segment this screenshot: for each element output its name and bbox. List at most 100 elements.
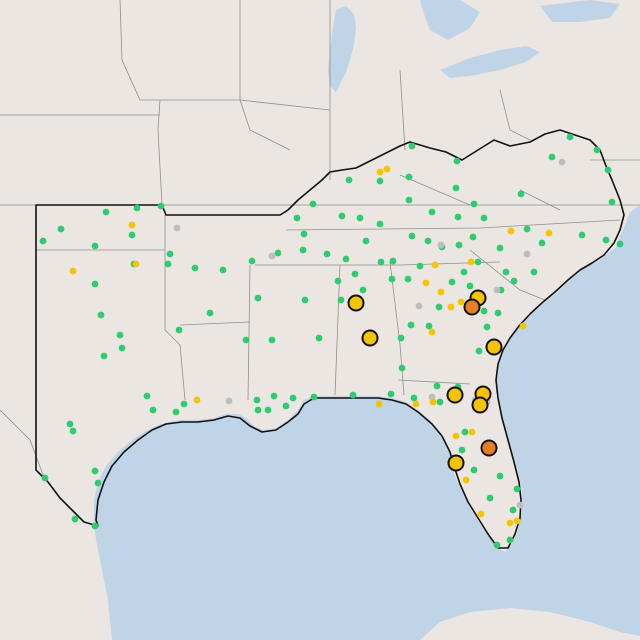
yellow-station-marker[interactable]: [468, 428, 476, 436]
green-station-marker[interactable]: [315, 334, 323, 342]
gray-station-marker[interactable]: [523, 250, 531, 258]
green-station-marker[interactable]: [359, 286, 367, 294]
green-station-marker[interactable]: [404, 275, 412, 283]
green-station-marker[interactable]: [530, 268, 538, 276]
green-station-marker[interactable]: [493, 541, 501, 549]
green-station-marker[interactable]: [323, 250, 331, 258]
green-station-marker[interactable]: [425, 322, 433, 330]
green-station-marker[interactable]: [91, 242, 99, 250]
green-station-marker[interactable]: [206, 309, 214, 317]
green-station-marker[interactable]: [474, 258, 482, 266]
green-station-marker[interactable]: [133, 204, 141, 212]
green-station-marker[interactable]: [469, 233, 477, 241]
green-station-marker[interactable]: [270, 392, 278, 400]
green-station-marker[interactable]: [376, 220, 384, 228]
yellow-station-marker[interactable]: [412, 400, 420, 408]
green-station-marker[interactable]: [349, 391, 357, 399]
yellow-station-marker[interactable]: [128, 221, 136, 229]
green-station-marker[interactable]: [66, 420, 74, 428]
green-station-marker[interactable]: [461, 428, 469, 436]
green-station-marker[interactable]: [480, 307, 488, 315]
green-station-marker[interactable]: [100, 352, 108, 360]
green-station-marker[interactable]: [166, 250, 174, 258]
green-station-marker[interactable]: [608, 198, 616, 206]
green-station-marker[interactable]: [356, 214, 364, 222]
yellow-station-marker[interactable]: [513, 517, 521, 525]
green-station-marker[interactable]: [180, 400, 188, 408]
green-station-marker[interactable]: [282, 402, 290, 410]
green-station-marker[interactable]: [128, 231, 136, 239]
green-station-marker[interactable]: [494, 309, 502, 317]
green-station-marker[interactable]: [407, 321, 415, 329]
green-station-marker[interactable]: [342, 255, 350, 263]
green-station-marker[interactable]: [566, 133, 574, 141]
green-station-marker[interactable]: [116, 331, 124, 339]
yellow-station-marker[interactable]: [457, 298, 465, 306]
green-station-marker[interactable]: [91, 280, 99, 288]
green-station-marker[interactable]: [345, 176, 353, 184]
green-station-marker[interactable]: [428, 208, 436, 216]
green-station-marker[interactable]: [219, 266, 227, 274]
green-station-marker[interactable]: [157, 202, 165, 210]
green-station-marker[interactable]: [300, 230, 308, 238]
yellow-station-marker[interactable]: [193, 396, 201, 404]
green-station-marker[interactable]: [248, 257, 256, 265]
green-station-marker[interactable]: [377, 258, 385, 266]
yellow-station-marker[interactable]: [376, 168, 384, 176]
green-station-marker[interactable]: [149, 406, 157, 414]
green-station-marker[interactable]: [301, 296, 309, 304]
green-station-marker[interactable]: [455, 241, 463, 249]
yellow-station-marker[interactable]: [452, 432, 460, 440]
green-station-marker[interactable]: [71, 515, 79, 523]
green-station-marker[interactable]: [253, 396, 261, 404]
green-station-marker[interactable]: [436, 398, 444, 406]
green-station-marker[interactable]: [452, 184, 460, 192]
large-yellow-marker[interactable]: [471, 396, 489, 414]
green-station-marker[interactable]: [351, 270, 359, 278]
yellow-station-marker[interactable]: [447, 303, 455, 311]
green-station-marker[interactable]: [513, 485, 521, 493]
green-station-marker[interactable]: [405, 196, 413, 204]
green-station-marker[interactable]: [405, 173, 413, 181]
green-station-marker[interactable]: [293, 214, 301, 222]
large-yellow-marker[interactable]: [447, 454, 465, 472]
green-station-marker[interactable]: [268, 336, 276, 344]
gray-station-marker[interactable]: [516, 501, 524, 509]
green-station-marker[interactable]: [398, 364, 406, 372]
green-station-marker[interactable]: [509, 506, 517, 514]
gray-station-marker[interactable]: [225, 397, 233, 405]
green-station-marker[interactable]: [435, 303, 443, 311]
green-station-marker[interactable]: [289, 394, 297, 402]
green-station-marker[interactable]: [460, 268, 468, 276]
green-station-marker[interactable]: [510, 277, 518, 285]
green-station-marker[interactable]: [483, 323, 491, 331]
large-orange-marker[interactable]: [463, 298, 481, 316]
green-station-marker[interactable]: [254, 406, 262, 414]
green-station-marker[interactable]: [433, 382, 441, 390]
green-station-marker[interactable]: [57, 225, 65, 233]
gray-station-marker[interactable]: [493, 286, 501, 294]
green-station-marker[interactable]: [548, 153, 556, 161]
yellow-station-marker[interactable]: [428, 328, 436, 336]
green-station-marker[interactable]: [410, 394, 418, 402]
large-yellow-marker[interactable]: [485, 338, 503, 356]
green-station-marker[interactable]: [242, 336, 250, 344]
green-station-marker[interactable]: [475, 347, 483, 355]
green-station-marker[interactable]: [593, 146, 601, 154]
large-yellow-marker[interactable]: [446, 386, 464, 404]
large-yellow-marker[interactable]: [361, 329, 379, 347]
green-station-marker[interactable]: [486, 494, 494, 502]
yellow-station-marker[interactable]: [477, 510, 485, 518]
yellow-station-marker[interactable]: [437, 288, 445, 296]
yellow-station-marker[interactable]: [69, 267, 77, 275]
yellow-station-marker[interactable]: [132, 260, 140, 268]
green-station-marker[interactable]: [517, 190, 525, 198]
green-station-marker[interactable]: [604, 166, 612, 174]
green-station-marker[interactable]: [458, 446, 466, 454]
green-station-marker[interactable]: [41, 474, 49, 482]
gray-station-marker[interactable]: [437, 241, 445, 249]
green-station-marker[interactable]: [466, 282, 474, 290]
green-station-marker[interactable]: [299, 246, 307, 254]
green-station-marker[interactable]: [578, 231, 586, 239]
